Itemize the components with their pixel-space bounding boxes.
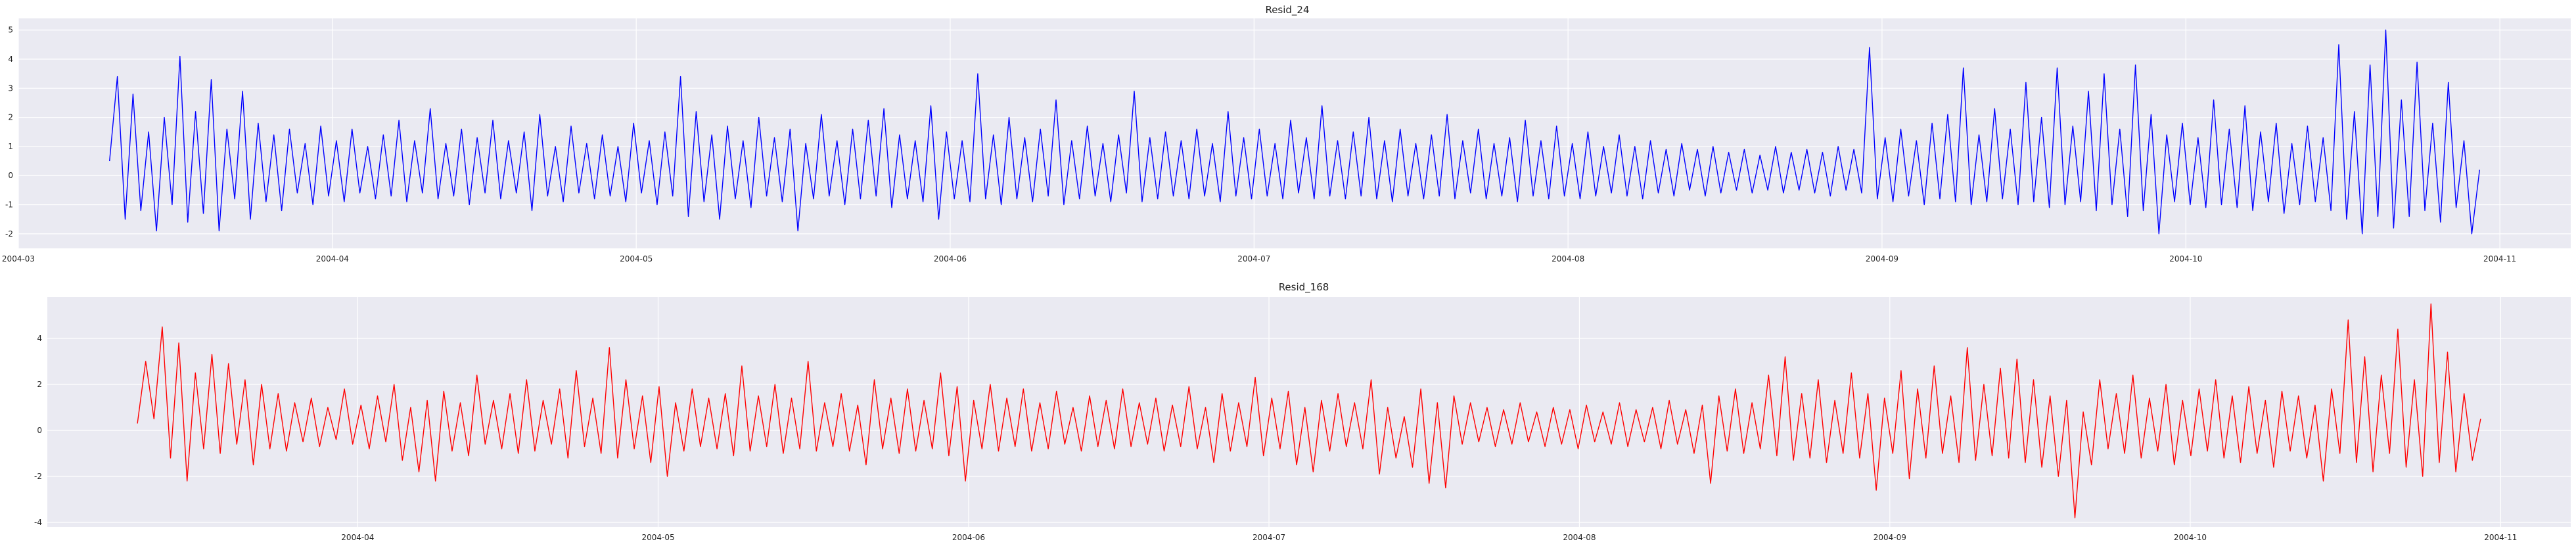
x-ticks-resid-24: 2004-03 2004-04 2004-05 2004-06 2004-07 2004-…: [2, 254, 2516, 263]
gridlines-resid-168: [47, 297, 2571, 527]
series-group-resid-168: [137, 303, 2481, 518]
x-tick-label: 2004-08: [1563, 533, 1596, 542]
x-tick-label: 2004-10: [2169, 254, 2202, 263]
y-tick-label: 3: [8, 83, 13, 93]
y-tick-label: -2: [5, 229, 13, 239]
x-tick-label: 2004-05: [620, 254, 653, 263]
series-line-resid-24: [109, 30, 2480, 235]
y-tick-label: 5: [8, 26, 13, 35]
x-tick-label: 2004-06: [952, 533, 985, 542]
chart-title-resid-168: Resid_168: [1279, 281, 1329, 294]
y-tick-label: -4: [34, 518, 42, 527]
y-tick-label: 0: [8, 171, 13, 180]
y-tick-label: -2: [34, 472, 42, 481]
series-group-resid-24: [109, 30, 2480, 235]
x-ticks-resid-168: 2004-04 2004-05 2004-06 2004-07 2004-08 2004-…: [341, 533, 2517, 542]
y-ticks-resid-168: -4 -2 0 2 4: [34, 334, 42, 527]
y-ticks-resid-24: -2 -1 0 1 2 3 4 5: [5, 26, 13, 239]
x-tick-label: 2004-06: [934, 254, 967, 263]
x-tick-label: 2004-11: [2484, 533, 2517, 542]
x-tick-label: 2004-08: [1552, 254, 1584, 263]
y-tick-label: 0: [37, 426, 42, 435]
y-tick-label: 4: [37, 334, 42, 343]
chart-title-resid-24: Resid_24: [1265, 4, 1309, 16]
x-tick-label: 2004-09: [1874, 533, 1906, 542]
y-tick-label: -1: [5, 200, 13, 210]
series-line-resid-168: [137, 303, 2481, 518]
x-tick-label: 2004-10: [2174, 533, 2207, 542]
x-tick-label: 2004-04: [316, 254, 349, 263]
y-tick-label: 2: [8, 113, 13, 122]
y-tick-label: 1: [8, 142, 13, 151]
plot-area-resid-168: [47, 297, 2571, 527]
x-tick-label: 2004-07: [1253, 533, 1285, 542]
x-tick-label: 2004-03: [2, 254, 35, 263]
x-tick-label: 2004-07: [1237, 254, 1270, 263]
x-tick-label: 2004-11: [2483, 254, 2516, 263]
y-tick-label: 4: [8, 55, 13, 64]
gridlines-resid-24: [18, 18, 2571, 248]
x-tick-label: 2004-05: [641, 533, 674, 542]
y-tick-label: 2: [37, 380, 42, 389]
x-tick-label: 2004-09: [1866, 254, 1898, 263]
x-tick-label: 2004-04: [341, 533, 374, 542]
plot-area-resid-24: [18, 18, 2571, 248]
